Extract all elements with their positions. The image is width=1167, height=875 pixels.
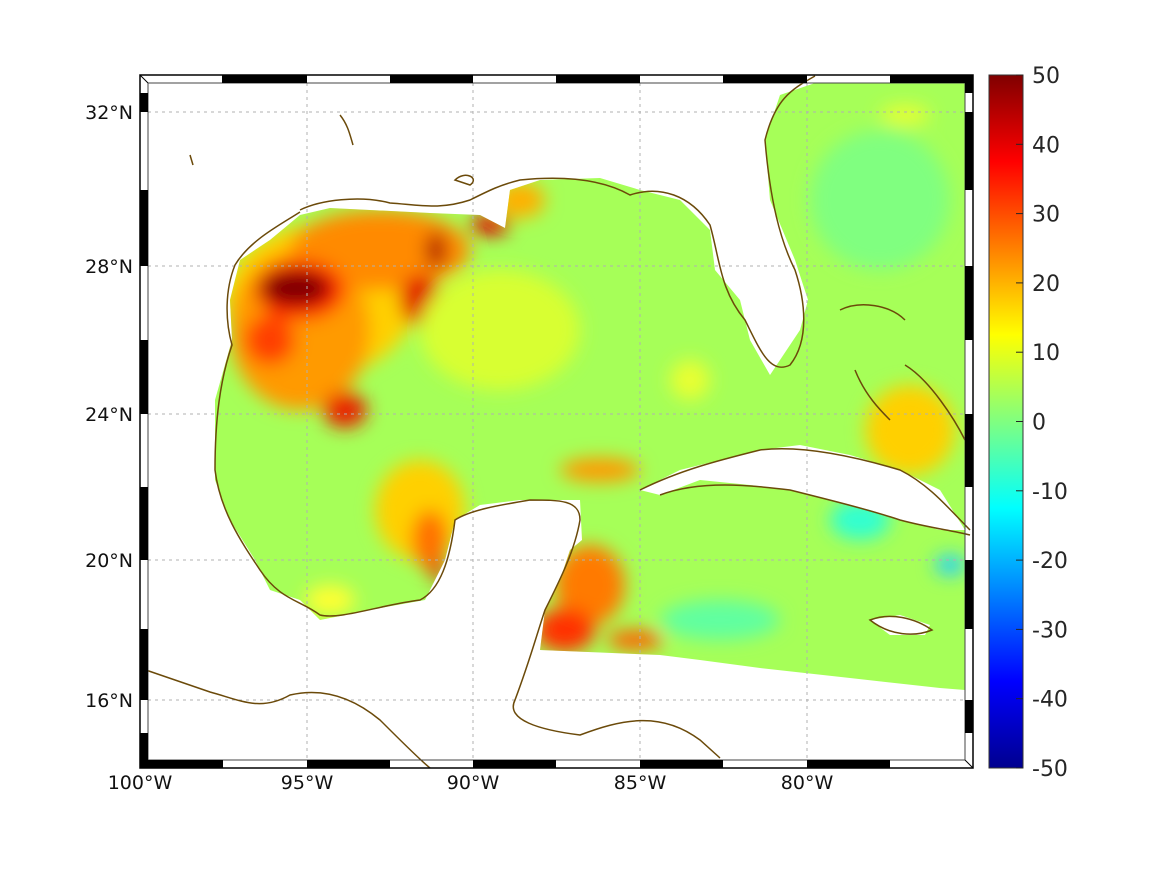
lon-label: 80°W — [781, 772, 834, 794]
lat-label: 20°N — [85, 550, 133, 572]
lat-label: 28°N — [85, 256, 133, 278]
colorbar-tick-label: 30 — [1032, 203, 1060, 228]
lat-label: 32°N — [85, 102, 133, 124]
lat-label: 24°N — [85, 404, 133, 426]
colorbar-tick-label: 50 — [1032, 64, 1060, 89]
lat-label: 16°N — [85, 690, 133, 712]
colorbar-tick-label: -40 — [1032, 688, 1068, 713]
lon-labels: 100°W 95°W 90°W 85°W 80°W — [108, 772, 834, 794]
lon-label: 95°W — [281, 772, 334, 794]
colorbar-tick-label: 10 — [1032, 341, 1060, 366]
colorbar-tick-label: 20 — [1032, 272, 1060, 297]
colorbar-tick-label: -20 — [1032, 549, 1068, 574]
anomaly-field — [215, 83, 965, 690]
colorbar-tick-label: 0 — [1032, 411, 1046, 436]
lat-labels: 32°N 28°N 24°N 20°N 16°N — [85, 102, 133, 712]
colorbar-tick-label: 40 — [1032, 133, 1060, 158]
map-frame — [139, 74, 974, 769]
colorbar-tick-label: -30 — [1032, 618, 1068, 643]
lon-label: 100°W — [108, 772, 173, 794]
coastline — [139, 75, 971, 769]
colorbar-ticks: 50 40 30 20 10 0 -10 -20 -30 -40 -50 — [1016, 64, 1068, 782]
lon-label: 85°W — [614, 772, 667, 794]
colorbar-tick-label: -50 — [1032, 757, 1068, 782]
graticule — [148, 83, 965, 760]
lon-label: 90°W — [447, 772, 500, 794]
colorbar-tick-label: -10 — [1032, 480, 1068, 505]
colorbar: 50 40 30 20 10 0 -10 -20 -30 -40 -50 — [988, 64, 1068, 782]
